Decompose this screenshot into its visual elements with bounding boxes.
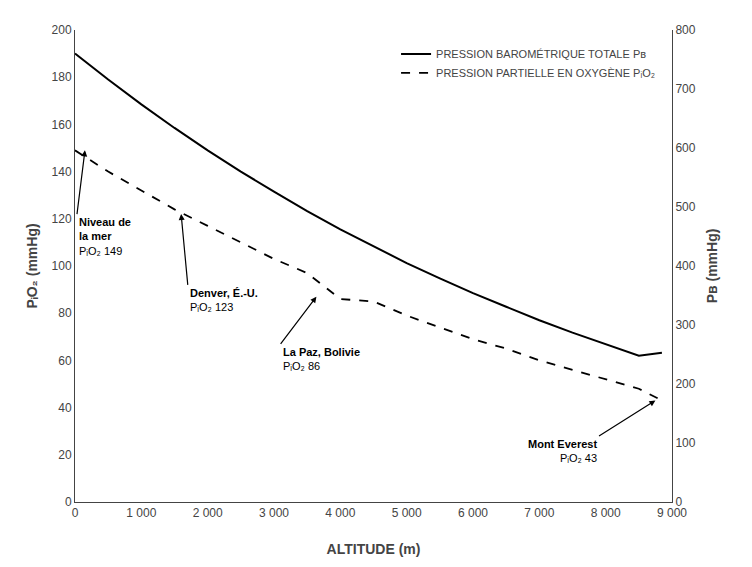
svg-text:800: 800	[675, 23, 695, 37]
svg-text:200: 200	[52, 23, 72, 37]
svg-text:0: 0	[72, 506, 79, 520]
svg-text:600: 600	[675, 141, 695, 155]
svg-text:5 000: 5 000	[392, 506, 422, 520]
svg-text:6 000: 6 000	[458, 506, 488, 520]
svg-text:2 000: 2 000	[193, 506, 223, 520]
svg-text:Mont EverestPᵢO₂ 43: Mont EverestPᵢO₂ 43	[528, 438, 597, 464]
svg-text:Denver, É.-U.PᵢO₂ 123: Denver, É.-U.PᵢO₂ 123	[190, 287, 258, 313]
svg-text:500: 500	[675, 200, 695, 214]
svg-text:200: 200	[675, 377, 695, 391]
svg-text:160: 160	[52, 118, 72, 132]
svg-text:La Paz, BoliviePᵢO₂ 86: La Paz, BoliviePᵢO₂ 86	[283, 346, 360, 372]
svg-text:180: 180	[52, 70, 72, 84]
svg-text:8 000: 8 000	[591, 506, 621, 520]
svg-text:ALTITUDE (m): ALTITUDE (m)	[327, 541, 421, 557]
svg-text:700: 700	[675, 82, 695, 96]
svg-text:4 000: 4 000	[325, 506, 355, 520]
svg-text:PᵢO₂ (mmHg): PᵢO₂ (mmHg)	[24, 223, 40, 308]
svg-text:Pʙ (mmHg): Pʙ (mmHg)	[704, 229, 720, 304]
svg-text:PRESSION PARTIELLE EN OXYGÈNE: PRESSION PARTIELLE EN OXYGÈNE PᵢO₂	[436, 67, 655, 79]
svg-text:Niveau dela merPᵢO₂ 149: Niveau dela merPᵢO₂ 149	[79, 216, 131, 257]
svg-text:3 000: 3 000	[259, 506, 289, 520]
svg-text:20: 20	[58, 448, 72, 462]
svg-text:40: 40	[58, 401, 72, 415]
svg-text:60: 60	[58, 354, 72, 368]
svg-text:100: 100	[675, 436, 695, 450]
svg-text:0: 0	[675, 495, 682, 509]
svg-text:0: 0	[65, 495, 72, 509]
svg-text:9 000: 9 000	[657, 506, 687, 520]
svg-text:1 000: 1 000	[126, 506, 156, 520]
svg-text:100: 100	[52, 259, 72, 273]
svg-text:300: 300	[675, 318, 695, 332]
svg-text:PRESSION BAROMÉTRIQUE TOTALE P: PRESSION BAROMÉTRIQUE TOTALE Pʙ	[436, 48, 646, 60]
svg-text:140: 140	[52, 165, 72, 179]
svg-text:120: 120	[52, 212, 72, 226]
svg-text:7 000: 7 000	[524, 506, 554, 520]
svg-text:80: 80	[58, 306, 72, 320]
svg-text:400: 400	[675, 259, 695, 273]
